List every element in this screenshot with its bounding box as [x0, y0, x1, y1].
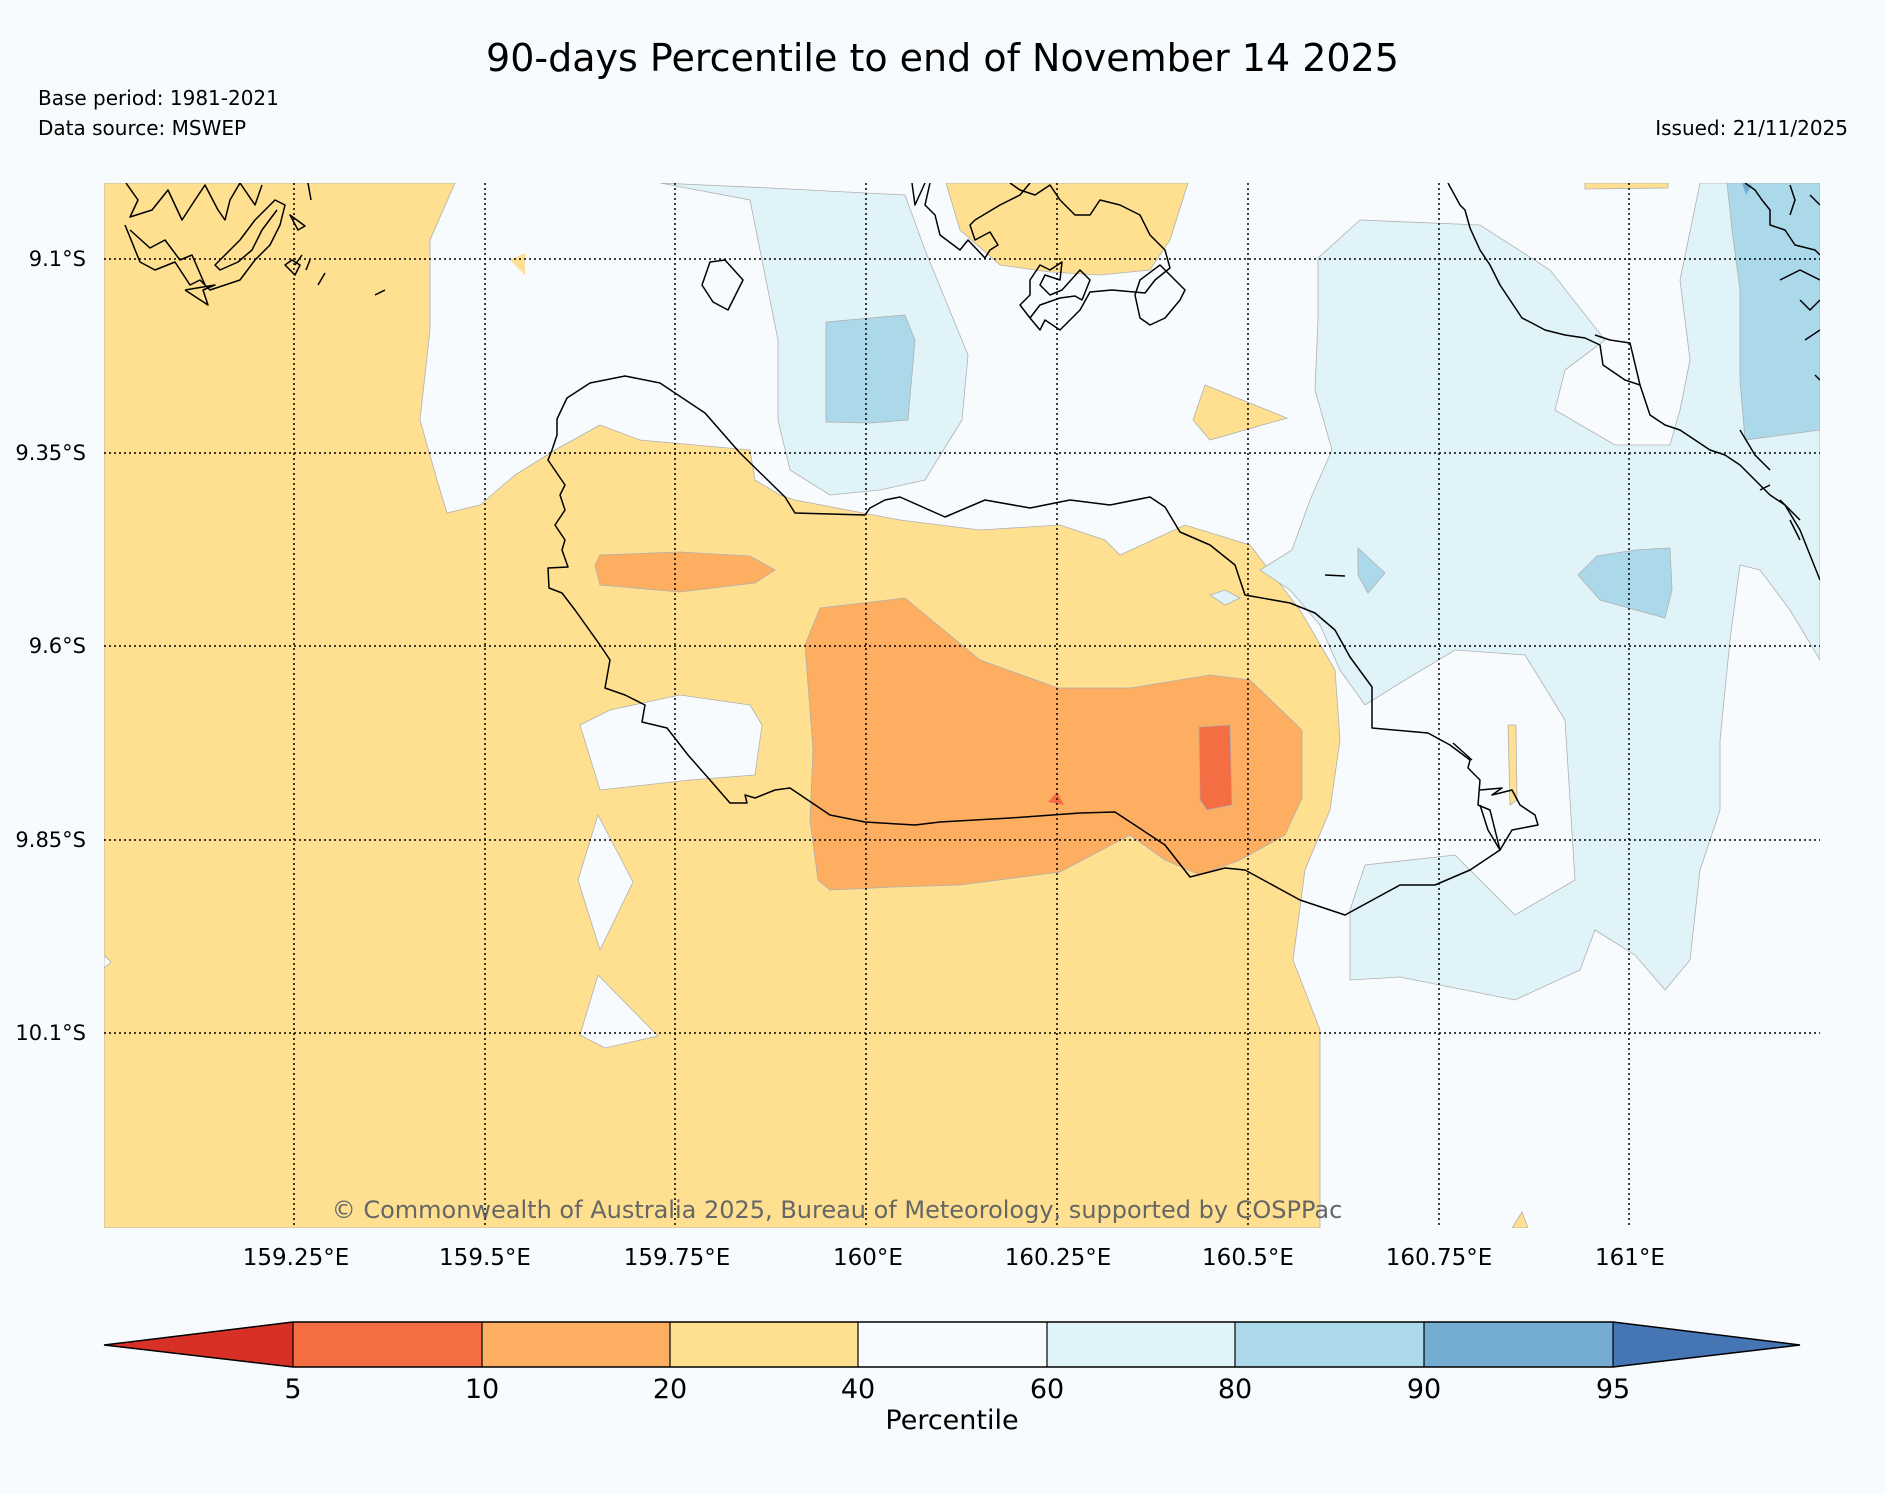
coastline-malaita-2: [1594, 334, 1641, 386]
lon-label: 159.5°E: [439, 1245, 531, 1271]
lon-label: 160.75°E: [1386, 1245, 1493, 1271]
lon-labels: 159.25°E 159.5°E 159.75°E 160°E 160.25°E…: [243, 1245, 1665, 1271]
colorbar-segment-90-95: [1424, 1322, 1613, 1367]
contour-40-60-hole-1: [579, 694, 763, 791]
contour-5-10-patch: [1198, 724, 1233, 811]
lon-label: 160.25°E: [1005, 1245, 1112, 1271]
coastline-malaita-east: [1744, 183, 1820, 381]
contour-20-40-islet-2: [1584, 183, 1669, 190]
contour-40-60-hole-3: [579, 974, 659, 1049]
contour-60-80-east: [1259, 183, 1820, 1001]
contour-80-90-mid: [1357, 547, 1386, 594]
coastline-islet-a: [289, 214, 306, 231]
coastline-malaita: [1447, 183, 1820, 581]
data-source-text: Data source: MSWEP: [38, 116, 247, 140]
colorbar-segment-60-80: [1047, 1322, 1235, 1367]
colorbar-dividers: [292, 1322, 1614, 1367]
lat-labels: 9.1°S 9.35°S 9.6°S 9.85°S 10.1°S: [15, 247, 86, 1045]
contour-20-40-islet-3: [1507, 724, 1518, 806]
colorbar-tick-label: 90: [1407, 1374, 1441, 1405]
colorbar-tick-label: 10: [465, 1374, 499, 1405]
coastline-florida-islands: [911, 183, 1171, 331]
contour-5-10-dot: [1048, 792, 1064, 805]
colorbar-tick-label: 60: [1030, 1374, 1064, 1405]
base-period-text: Base period: 1981-2021: [38, 86, 279, 110]
coastline-east-coast: [1452, 742, 1539, 851]
lon-label: 161°E: [1595, 1245, 1665, 1271]
coastline-florida-2: [1134, 264, 1186, 326]
coastline-islet-e: [305, 259, 311, 271]
contour-20-40-islet-5: [510, 253, 525, 275]
contour-20-40-islet-4: [1511, 1211, 1529, 1228]
colorbar-tick-label: 40: [841, 1374, 875, 1405]
contour-80-90-east: [1577, 547, 1673, 619]
contour-40-60-hole-2: [577, 813, 634, 952]
coastline-islet-f: [294, 254, 303, 266]
colorbar-segment-5-10: [293, 1322, 482, 1367]
coastline-guadalcanal: [547, 375, 1501, 916]
colorbar-tick-label: 80: [1218, 1374, 1252, 1405]
contour-20-40-islet-1: [1192, 384, 1289, 441]
colorbar-segment-20-40: [670, 1322, 858, 1367]
map-area: [104, 183, 1820, 1228]
coastline-malaita-islets: [1739, 429, 1801, 541]
colorbar-segment-gt95: [1613, 1322, 1800, 1367]
colorbar-segment-lt5: [104, 1322, 293, 1367]
coastline-nw-spike: [307, 183, 312, 201]
colorbar-segment-80-90: [1235, 1322, 1424, 1367]
lat-label: 9.6°S: [29, 634, 86, 658]
lon-label: 160°E: [833, 1245, 903, 1271]
colorbar-tick-label: 20: [653, 1374, 687, 1405]
coastline-savo-island: [701, 259, 744, 311]
issued-date-text: Issued: 21/11/2025: [1655, 116, 1848, 140]
coastline: [124, 183, 1820, 916]
coastline-islet-c: [317, 272, 326, 286]
coastline-nw-islands-4: [184, 284, 216, 306]
contour-60-80-small: [1209, 589, 1241, 606]
contour-10-20-small: [594, 551, 776, 593]
map-title: 90-days Percentile to end of November 14…: [486, 36, 1399, 80]
graticule: [104, 183, 1820, 1228]
lon-label: 160.5°E: [1202, 1245, 1294, 1271]
lat-label: 10.1°S: [15, 1021, 86, 1045]
coastline-east-coast-dash: [1324, 574, 1346, 577]
contour-20-40-north: [945, 183, 1189, 276]
colorbar-segment-40-60: [858, 1322, 1047, 1367]
colorbar-tick-label: 95: [1596, 1374, 1630, 1405]
coastline-nw-islands: [125, 183, 263, 221]
copyright-text: © Commonwealth of Australia 2025, Bureau…: [332, 1196, 1343, 1224]
lat-label: 9.1°S: [29, 247, 86, 271]
colorbar-outline: [103, 1321, 1801, 1368]
lat-label: 9.85°S: [15, 828, 86, 852]
contour-80-90-north: [825, 314, 916, 424]
coastline-nw-islands-3: [129, 229, 206, 286]
coastline-nw-islands-2: [124, 199, 286, 291]
lon-label: 159.25°E: [243, 1245, 350, 1271]
coastline-islet-d: [374, 289, 386, 296]
contour-80-90-northeast: [1726, 183, 1820, 441]
colorbar-segment-10-20: [482, 1322, 670, 1367]
lat-label: 9.35°S: [15, 441, 86, 465]
lon-label: 159.75°E: [624, 1245, 731, 1271]
coastline-islet-b: [284, 259, 301, 276]
colorbar: 5 10 20 40 60 80 90 95 Percentile: [103, 1321, 1801, 1436]
colorbar-tick-label: 5: [284, 1374, 301, 1405]
contour-40-60-hole-4: [104, 954, 112, 969]
colorbar-title: Percentile: [885, 1405, 1018, 1436]
